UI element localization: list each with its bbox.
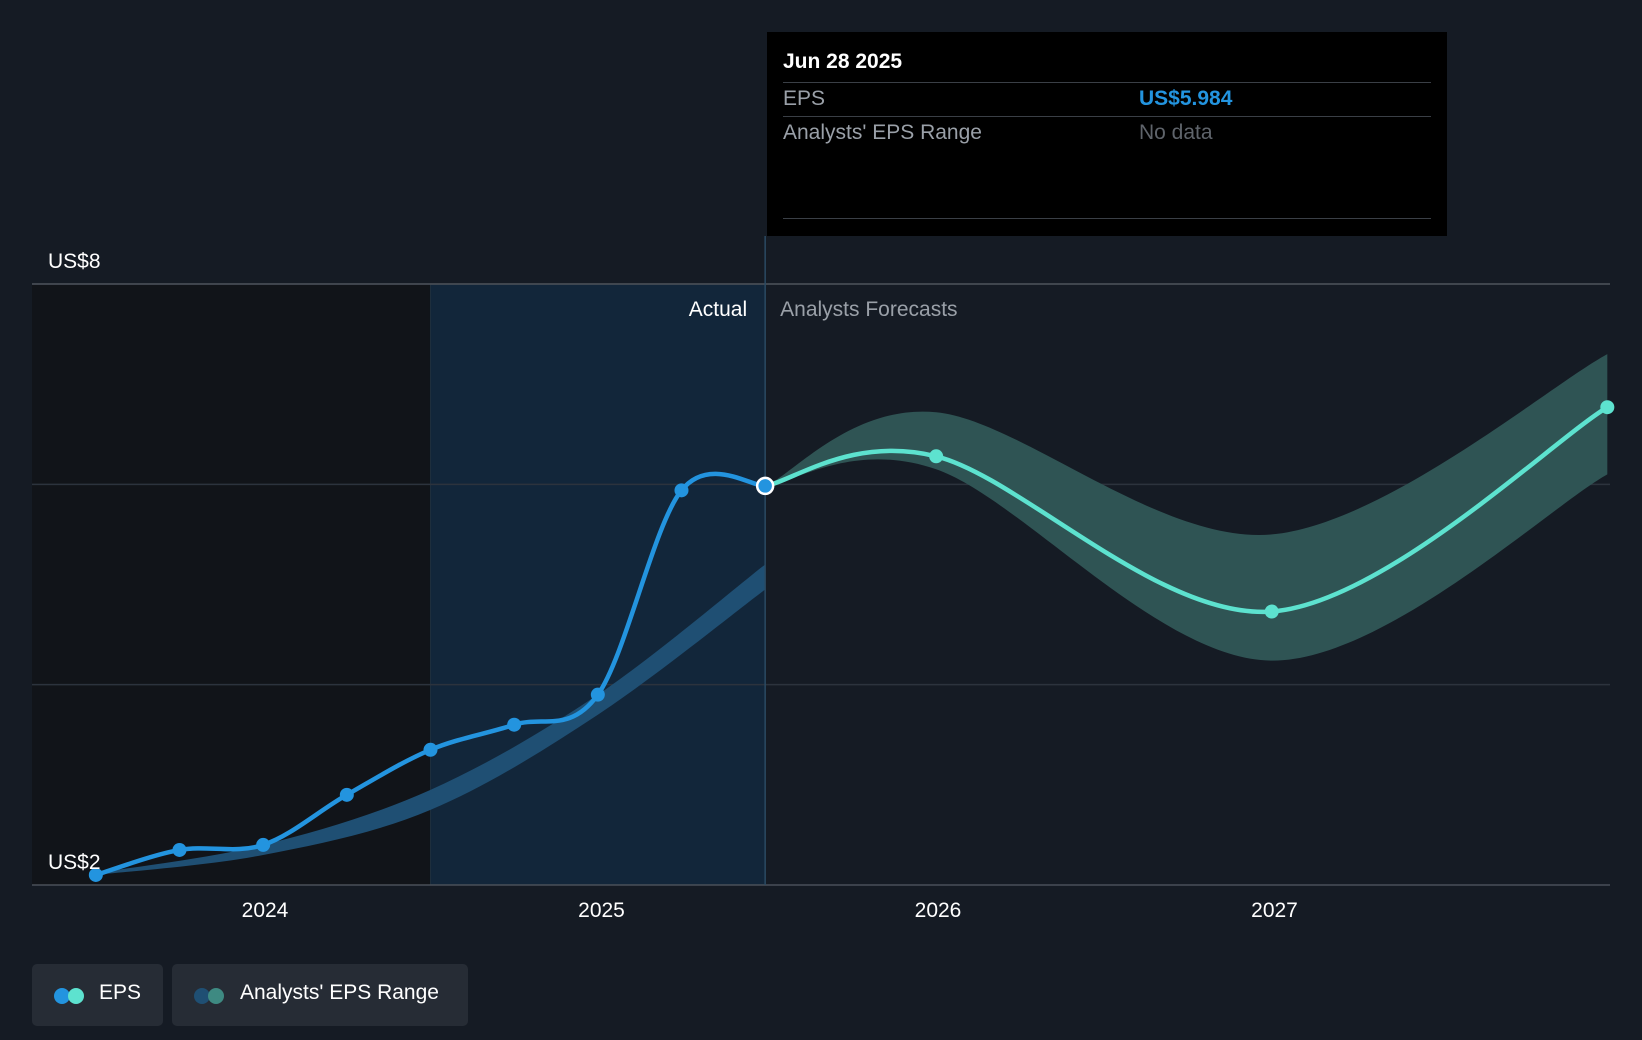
- range-actual-dot-icon: [194, 988, 210, 1004]
- actual-highlight-region: [430, 284, 766, 885]
- x-tick-label: 2026: [915, 899, 962, 922]
- data-point: [339, 787, 354, 802]
- eps-forecast-dot-icon: [68, 988, 84, 1004]
- data-point: [88, 867, 103, 882]
- series-line-0: [93, 471, 768, 878]
- y-label-bottom: US$2: [48, 851, 101, 874]
- legend-item-eps[interactable]: EPS: [32, 964, 163, 1026]
- tooltip-range-value: No data: [1139, 121, 1213, 144]
- legend-item-range[interactable]: Analysts' EPS Range: [172, 964, 468, 1026]
- forecast-label: Analysts Forecasts: [780, 298, 957, 321]
- legend-range-label: Analysts' EPS Range: [240, 981, 439, 1004]
- tooltip-range-row: Analysts' EPS Range No data: [783, 116, 1431, 151]
- eps-dot-icon: [54, 988, 70, 1004]
- data-point: [1600, 400, 1615, 415]
- y-label-top: US$8: [48, 250, 101, 273]
- data-point: [256, 837, 271, 852]
- data-point: [172, 842, 187, 857]
- data-point: [674, 483, 689, 498]
- tooltip-eps-label: EPS: [783, 87, 826, 110]
- tooltip-range-label: Analysts' EPS Range: [783, 121, 982, 144]
- tooltip-divider: [783, 218, 1431, 219]
- past-region: [32, 284, 431, 885]
- actual-label: Actual: [689, 298, 747, 321]
- data-point: [1264, 604, 1279, 619]
- data-point: [929, 449, 944, 464]
- x-tick-label: 2025: [578, 899, 625, 922]
- tooltip-date: Jun 28 2025: [783, 50, 903, 73]
- tooltip-eps-row: EPS US$5.984: [783, 82, 1431, 117]
- data-point: [507, 717, 522, 732]
- legend-eps-label: EPS: [99, 981, 142, 1004]
- tooltip: Jun 28 2025 EPS US$5.984 Analysts' EPS R…: [767, 32, 1447, 236]
- series-line-1: [762, 404, 1610, 614]
- tooltip-eps-value: US$5.984: [1139, 87, 1233, 110]
- range-forecast-dot-icon: [208, 988, 224, 1004]
- x-tick-label: 2024: [242, 899, 289, 922]
- selected-point: [755, 476, 775, 496]
- x-tick-label: 2027: [1251, 899, 1298, 922]
- range-band-forecast: [765, 354, 1608, 661]
- data-point: [423, 742, 438, 757]
- data-point: [590, 687, 605, 702]
